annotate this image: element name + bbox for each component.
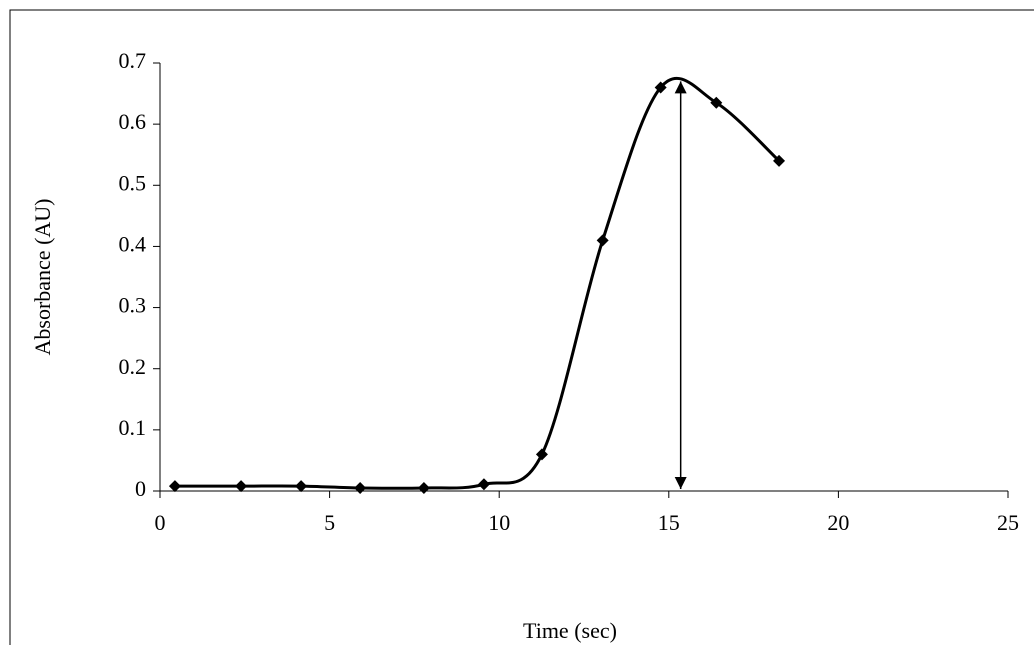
y-tick-label: 0.5 — [119, 170, 147, 195]
y-tick-label: 0.3 — [119, 293, 147, 318]
y-tick-label: 0.4 — [119, 231, 147, 256]
y-tick-label: 0 — [135, 476, 146, 501]
data-point — [477, 478, 490, 491]
y-axis-title: Absorbance (AU) — [30, 199, 55, 356]
x-tick-label: 0 — [155, 510, 166, 535]
x-tick-label: 10 — [488, 510, 510, 535]
data-point — [168, 480, 181, 493]
data-point — [773, 154, 786, 167]
data-point — [235, 480, 248, 493]
data-point — [354, 481, 367, 494]
y-tick-label: 0.7 — [119, 48, 147, 73]
y-tick-label: 0.1 — [119, 415, 147, 440]
x-tick-label: 5 — [324, 510, 335, 535]
chart-frame — [9, 9, 1034, 645]
data-point — [596, 234, 609, 247]
series-line — [174, 76, 781, 490]
y-tick-label: 0.6 — [119, 109, 147, 134]
data-point — [417, 481, 430, 494]
x-tick-label: 20 — [827, 510, 849, 535]
data-point — [710, 96, 723, 109]
x-tick-label: 15 — [658, 510, 680, 535]
data-point — [654, 81, 667, 94]
data-point — [535, 448, 548, 461]
y-tick-label: 0.2 — [119, 354, 147, 379]
x-axis-title: Time (sec) — [523, 618, 617, 643]
x-tick-label: 25 — [997, 510, 1019, 535]
data-point — [295, 480, 308, 493]
